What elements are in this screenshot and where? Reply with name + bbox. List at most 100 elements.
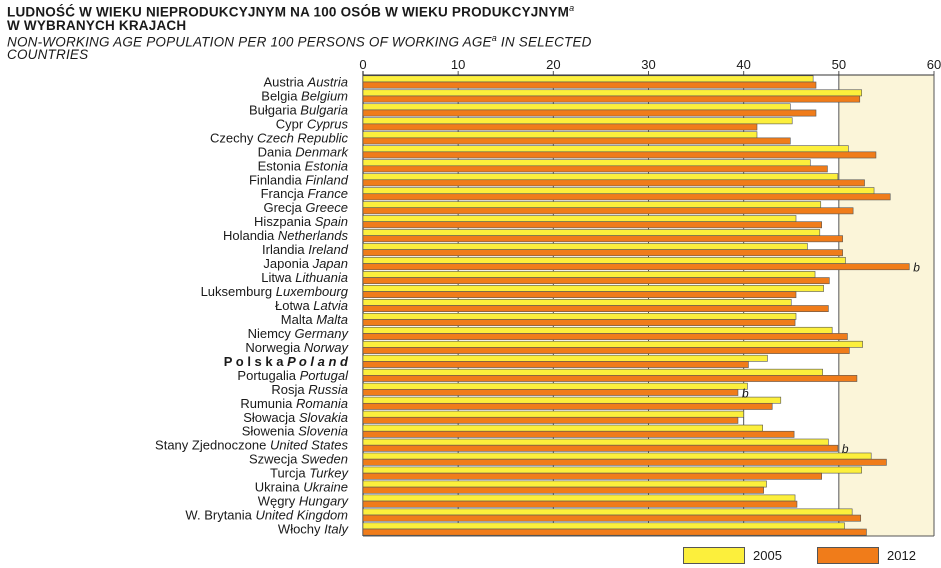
category-label: Belgia Belgium [261,88,348,103]
category-label-en: Malta [316,312,348,327]
footnote-mark: b [913,261,920,275]
category-label-pl: Holandia [223,228,278,243]
category-label: Litwa Lithuania [261,270,348,285]
bar-2005 [362,382,748,390]
category-label-en: Slovenia [298,424,348,439]
category-label-en: Turkey [309,466,349,481]
category-label: Irlandia Ireland [262,242,349,257]
category-label-en: Italy [324,522,349,537]
category-label: Francja France [261,186,348,201]
bar-2005 [362,117,793,125]
category-label-pl: Cypr [276,116,307,131]
category-label-en: P o l a n d [287,354,349,369]
category-label: Włochy Italy [278,522,350,537]
category-label-pl: Turcja [270,466,309,481]
legend-item-2005: 2005 [683,547,782,565]
category-label-pl: Estonia [258,158,305,173]
category-label: P o l s k a P o l a n d [224,354,349,369]
category-label-pl: Grecja [263,200,305,215]
chart-title-block: LUDNOŚĆ W WIEKU NIEPRODUKCYJNYM NA 100 O… [7,2,592,61]
category-label-en: Finland [305,172,348,187]
title-en-footnote: a [491,32,497,43]
bar-2012 [362,305,829,312]
category-label-pl: Niemcy [248,326,295,341]
category-label-pl: Czechy [210,130,257,145]
bar-2005 [362,159,811,167]
bar-2005 [362,340,863,348]
category-label-pl: Francja [261,186,308,201]
category-label-en: Norway [304,340,350,355]
bar-2005 [362,298,792,306]
bar-2005 [362,285,824,292]
category-label: Hiszpania Spain [254,214,348,229]
category-label-en: Slovakia [299,410,348,425]
legend-swatch-2012 [817,547,879,565]
category-label-pl: Włochy [278,522,324,537]
category-label: Szwecja Sweden [249,452,348,467]
bar-2005 [362,145,849,153]
category-label-en: Ukraine [303,480,348,495]
bar-2012 [362,221,823,229]
bar-2012 [362,500,798,508]
legend-item-2012: 2012 [817,547,916,565]
category-label-en: Bulgaria [300,102,348,117]
bar-2005 [362,271,816,278]
category-label-en: Austria [307,74,348,89]
category-label: Turcja Turkey [270,466,350,481]
category-label-en: Germany [295,326,350,341]
x-tick-label: 20 [546,57,560,72]
x-tick-label: 50 [832,57,846,72]
legend-label-2012: 2012 [887,548,916,564]
category-label-pl: Ukraina [255,480,303,495]
category-label-pl: Austria [263,74,307,89]
category-label-en: Luxembourg [276,284,349,299]
category-label-en: Romania [296,396,348,411]
bar-2005 [362,131,758,139]
category-label: W. Brytania United Kingdom [185,508,348,523]
bar-2012 [362,416,739,424]
bar-2012 [362,389,739,396]
category-label: Luksemburg Luxembourg [201,284,349,299]
title-english: NON-WORKING AGE POPULATION PER 100 PERSO… [7,32,592,49]
category-label-pl: Bułgaria [249,102,300,117]
category-label-pl: Szwecja [249,452,301,467]
bar-2005 [362,187,875,195]
bar-2005 [362,75,814,83]
category-label-en: Japan [312,256,348,271]
category-label-pl: Norwegia [245,340,304,355]
category-label: Rumunia Romania [240,396,348,411]
category-label-pl: Japonia [263,256,312,271]
bar-2012 [362,123,758,131]
category-label-en: Denmark [295,144,349,159]
bar-2005 [362,312,797,320]
bar-2005 [362,354,768,362]
category-label-en: France [308,186,348,201]
bar-2012 [362,193,891,201]
category-label-pl: Irlandia [262,242,308,257]
x-tick-label: 30 [641,57,655,72]
footnote-mark: b [842,442,849,456]
category-label-en: United States [270,438,349,453]
bar-2012 [362,514,862,522]
category-label-pl: Dania [258,144,296,159]
title-pl-line2: W WYBRANYCH KRAJACH [7,17,187,33]
title-en-line1: NON-WORKING AGE POPULATION PER 100 PERSO… [7,34,492,49]
bar-2012 [362,319,796,326]
category-label-pl: Finlandia [249,172,305,187]
bar-2005 [362,424,764,432]
bar-2012 [362,179,865,187]
bar-2012 [362,375,858,382]
category-label: Estonia Estonia [258,158,348,173]
category-label: Ukraina Ukraine [255,480,348,495]
title-pl-line1: LUDNOŚĆ W WIEKU NIEPRODUKCYJNYM NA 100 O… [7,4,570,20]
category-label-pl: Rosja [271,382,308,397]
footnote-mark: b [742,386,749,400]
category-label-en: Greece [305,200,348,215]
category-label-pl: W. Brytania [185,508,255,523]
bar-2012 [362,263,910,271]
bar-2012 [362,235,843,243]
category-label-en: Lithuania [295,270,348,285]
category-label-pl: Belgia [261,88,301,103]
bar-2005 [362,243,808,250]
